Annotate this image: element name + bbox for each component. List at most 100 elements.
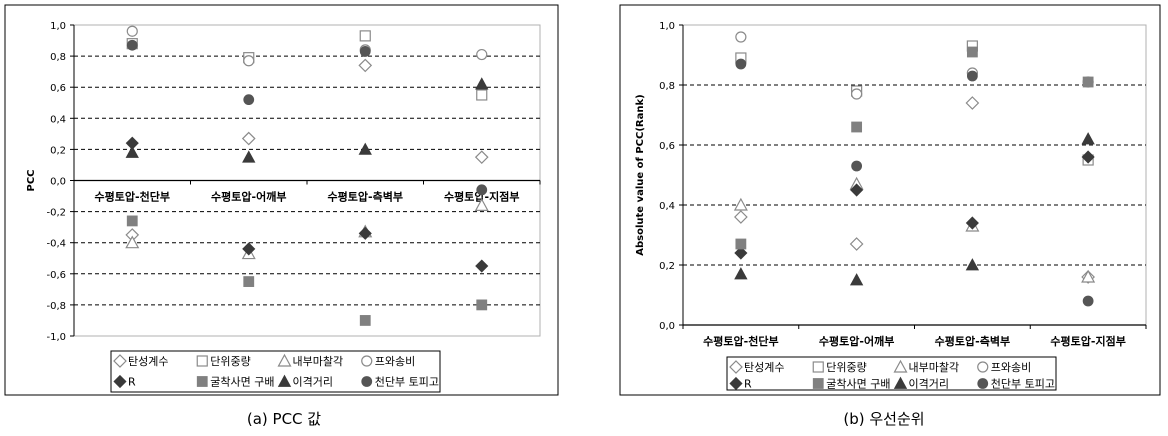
data-point bbox=[1082, 76, 1094, 88]
data-point bbox=[965, 216, 979, 230]
data-point bbox=[734, 210, 748, 224]
data-point bbox=[243, 55, 255, 67]
y-axis-title: PCC bbox=[26, 169, 37, 191]
data-point bbox=[735, 58, 747, 70]
legend-marker bbox=[977, 361, 989, 373]
data-point bbox=[242, 242, 256, 256]
data-point bbox=[476, 48, 488, 61]
legend-label: R bbox=[744, 378, 752, 391]
data-point bbox=[851, 88, 863, 100]
data-point bbox=[358, 142, 372, 155]
chart-panel-rank: 1,0 0,8 0,6 0,4 0,2 0,0 수평토압-천단부 수평토압-어깨부 수평토압-측… bbox=[619, 4, 1161, 396]
legend-marker bbox=[113, 374, 127, 389]
y-tick-label: 0,8 bbox=[50, 52, 66, 63]
data-point bbox=[965, 96, 980, 110]
x-category-label: 수평토압-어깨부 bbox=[819, 334, 894, 348]
legend-label: 프와송비 bbox=[375, 355, 415, 368]
data-point bbox=[735, 31, 747, 43]
y-tick-label: 0,2 bbox=[659, 261, 675, 272]
y-tick-label: 1,0 bbox=[50, 21, 66, 32]
legend-marker bbox=[361, 355, 373, 367]
x-category-label: 수평토압-측벽부 bbox=[328, 190, 403, 204]
legend-label: R bbox=[128, 376, 136, 389]
data-point bbox=[850, 183, 864, 197]
legend-label: 내부마찰각 bbox=[909, 361, 960, 374]
data-point bbox=[243, 276, 255, 287]
legend-label: 단위중량 bbox=[826, 361, 866, 374]
data-point bbox=[1081, 269, 1096, 283]
data-point bbox=[1082, 295, 1094, 307]
legend-label: 굴착사면 구배 bbox=[826, 378, 890, 391]
legend-box bbox=[110, 350, 441, 393]
data-point bbox=[733, 197, 748, 211]
data-point bbox=[125, 235, 140, 249]
data-point bbox=[358, 58, 373, 73]
legend-marker bbox=[812, 378, 824, 389]
data-point bbox=[735, 238, 747, 250]
chart-panel-pcc: 1,0 0,8 0,6 0,4 0,2 0,0 -0,2 -0,4 -0,6 -0,8 -1,0 수평… bbox=[4, 4, 559, 396]
legend-marker bbox=[729, 376, 743, 391]
legend-label: 내부마찰각 bbox=[293, 355, 344, 368]
legend-label: 탄성계수 bbox=[128, 355, 168, 368]
data-point bbox=[359, 30, 371, 42]
chart-frame bbox=[619, 4, 1161, 396]
legend-marker bbox=[277, 353, 292, 367]
y-tick-label: 0,4 bbox=[659, 201, 675, 212]
data-point bbox=[476, 299, 488, 311]
y-tick-label: 0,4 bbox=[50, 114, 66, 125]
x-category-label: 수평토압-측벽부 bbox=[935, 334, 1010, 348]
y-tick-label: -0,8 bbox=[46, 301, 66, 312]
legend-label: 굴착사면 구배 bbox=[210, 376, 274, 389]
data-point bbox=[476, 89, 488, 101]
data-point bbox=[126, 25, 138, 37]
legend-marker bbox=[977, 378, 989, 389]
data-point bbox=[242, 150, 256, 163]
legend-marker bbox=[893, 359, 908, 373]
chart-frame bbox=[4, 4, 559, 396]
y-tick-label: 0,2 bbox=[50, 145, 66, 156]
data-point bbox=[1081, 132, 1095, 145]
data-point bbox=[966, 70, 978, 82]
y-tick-label: -0,4 bbox=[46, 239, 66, 250]
data-point bbox=[359, 315, 371, 326]
y-tick-label: 0,0 bbox=[50, 177, 66, 188]
legend-marker bbox=[277, 374, 292, 387]
data-point bbox=[126, 39, 138, 51]
x-category-label: 수평토압-천단부 bbox=[703, 334, 778, 348]
y-tick-label: 0,0 bbox=[659, 321, 675, 332]
y-axis-title: Absolute value of PCC(Rank) bbox=[635, 94, 646, 255]
legend-label: 탄성계수 bbox=[744, 361, 784, 374]
legend-marker bbox=[196, 355, 208, 367]
data-point bbox=[476, 184, 488, 196]
data-point bbox=[1081, 150, 1095, 164]
data-point bbox=[849, 237, 864, 251]
data-point bbox=[243, 94, 255, 106]
data-point bbox=[849, 273, 864, 286]
data-point bbox=[474, 150, 489, 165]
data-point bbox=[475, 259, 489, 273]
legend-label: 천단부 토피고 bbox=[375, 375, 439, 389]
legend-label: 이격거리 bbox=[909, 378, 949, 391]
data-point bbox=[125, 145, 139, 158]
data-point bbox=[966, 46, 978, 58]
data-point bbox=[358, 226, 372, 240]
x-category-label: 수평토압-지점부 bbox=[444, 190, 519, 204]
legend-marker bbox=[812, 361, 824, 373]
legend-marker bbox=[196, 376, 208, 387]
data-point bbox=[126, 215, 138, 227]
caption-pcc: (a) PCC 값 bbox=[247, 410, 321, 428]
legend-marker bbox=[361, 376, 373, 387]
legend-marker bbox=[113, 354, 127, 368]
x-category-label: 수평토압-어깨부 bbox=[211, 190, 286, 204]
data-point bbox=[475, 77, 489, 90]
data-point bbox=[851, 121, 863, 133]
x-category-label: 수평토압-천단부 bbox=[95, 190, 170, 204]
y-tick-label: 0,8 bbox=[659, 81, 675, 92]
data-point bbox=[734, 246, 748, 260]
legend-label: 프와송비 bbox=[991, 361, 1031, 374]
data-point bbox=[474, 198, 489, 211]
data-point bbox=[851, 160, 863, 172]
legend-box bbox=[726, 356, 1057, 391]
y-tick-label: -1,0 bbox=[46, 332, 66, 343]
legend-marker bbox=[729, 360, 743, 374]
